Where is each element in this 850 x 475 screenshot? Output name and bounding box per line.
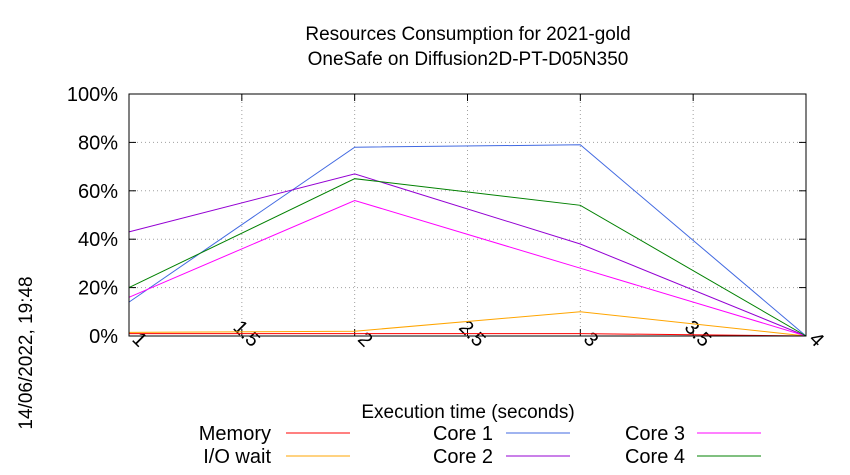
x-tick-label: 2 (353, 328, 376, 351)
y-axis-ticks: 0% 20% 40% 60% 80% 100% (67, 84, 806, 348)
y-tick-label: 20% (78, 278, 118, 300)
legend-label-core-2: Core 2 (433, 446, 493, 468)
series-line-core-4 (128, 178, 807, 337)
legend-label-memory: Memory (199, 423, 271, 445)
y-tick-label: 0% (89, 326, 118, 348)
legend-label-core-1: Core 1 (433, 423, 493, 445)
y-tick-label: 100% (67, 84, 118, 106)
x-axis-label: Execution time (seconds) (361, 402, 574, 423)
timestamp-label: 14/06/2022, 19:48 (16, 276, 37, 429)
legend-label-core-4: Core 4 (625, 446, 685, 468)
series-line-i-o-wait (128, 311, 807, 337)
x-tick-label: 1 (128, 328, 151, 351)
series-lines (128, 144, 807, 337)
y-tick-label: 40% (78, 229, 118, 251)
plot-frame (128, 93, 807, 337)
series-line-memory (129, 333, 807, 337)
y-tick-label: 60% (78, 181, 118, 203)
x-axis-ticks: 1 1.5 2 2.5 3 3.5 4 (128, 94, 828, 352)
chart-title-line-2: OneSafe on Diffusion2D-PT-D05N350 (308, 49, 629, 70)
chart-title-line-1: Resources Consumption for 2021-gold (305, 24, 630, 45)
x-tick-label: 3 (579, 328, 602, 351)
y-tick-label: 80% (78, 132, 118, 154)
series-line-core-2 (128, 173, 807, 337)
grid-lines (129, 94, 806, 336)
series-line-core-1 (128, 144, 807, 337)
legend-label-i-o-wait: I/O wait (203, 446, 271, 468)
legend-label-core-3: Core 3 (625, 423, 685, 445)
x-tick-label: 4 (805, 328, 828, 351)
series-line-core-3 (128, 199, 807, 337)
x-tick-label: 3.5 (680, 316, 715, 351)
